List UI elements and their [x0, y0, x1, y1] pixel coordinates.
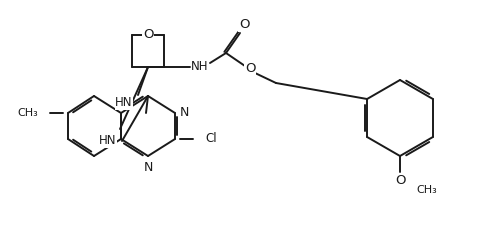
Text: NH: NH	[191, 61, 209, 74]
Text: HN: HN	[99, 135, 117, 148]
Text: O: O	[239, 18, 249, 31]
Text: O: O	[245, 62, 255, 76]
Text: CH₃: CH₃	[416, 185, 437, 195]
Text: CH₃: CH₃	[17, 108, 38, 118]
Text: O: O	[143, 29, 153, 42]
Text: O: O	[395, 173, 405, 186]
Text: N: N	[143, 161, 153, 174]
Text: Cl: Cl	[205, 133, 216, 145]
Text: HN: HN	[115, 96, 133, 109]
Text: N: N	[180, 107, 189, 120]
